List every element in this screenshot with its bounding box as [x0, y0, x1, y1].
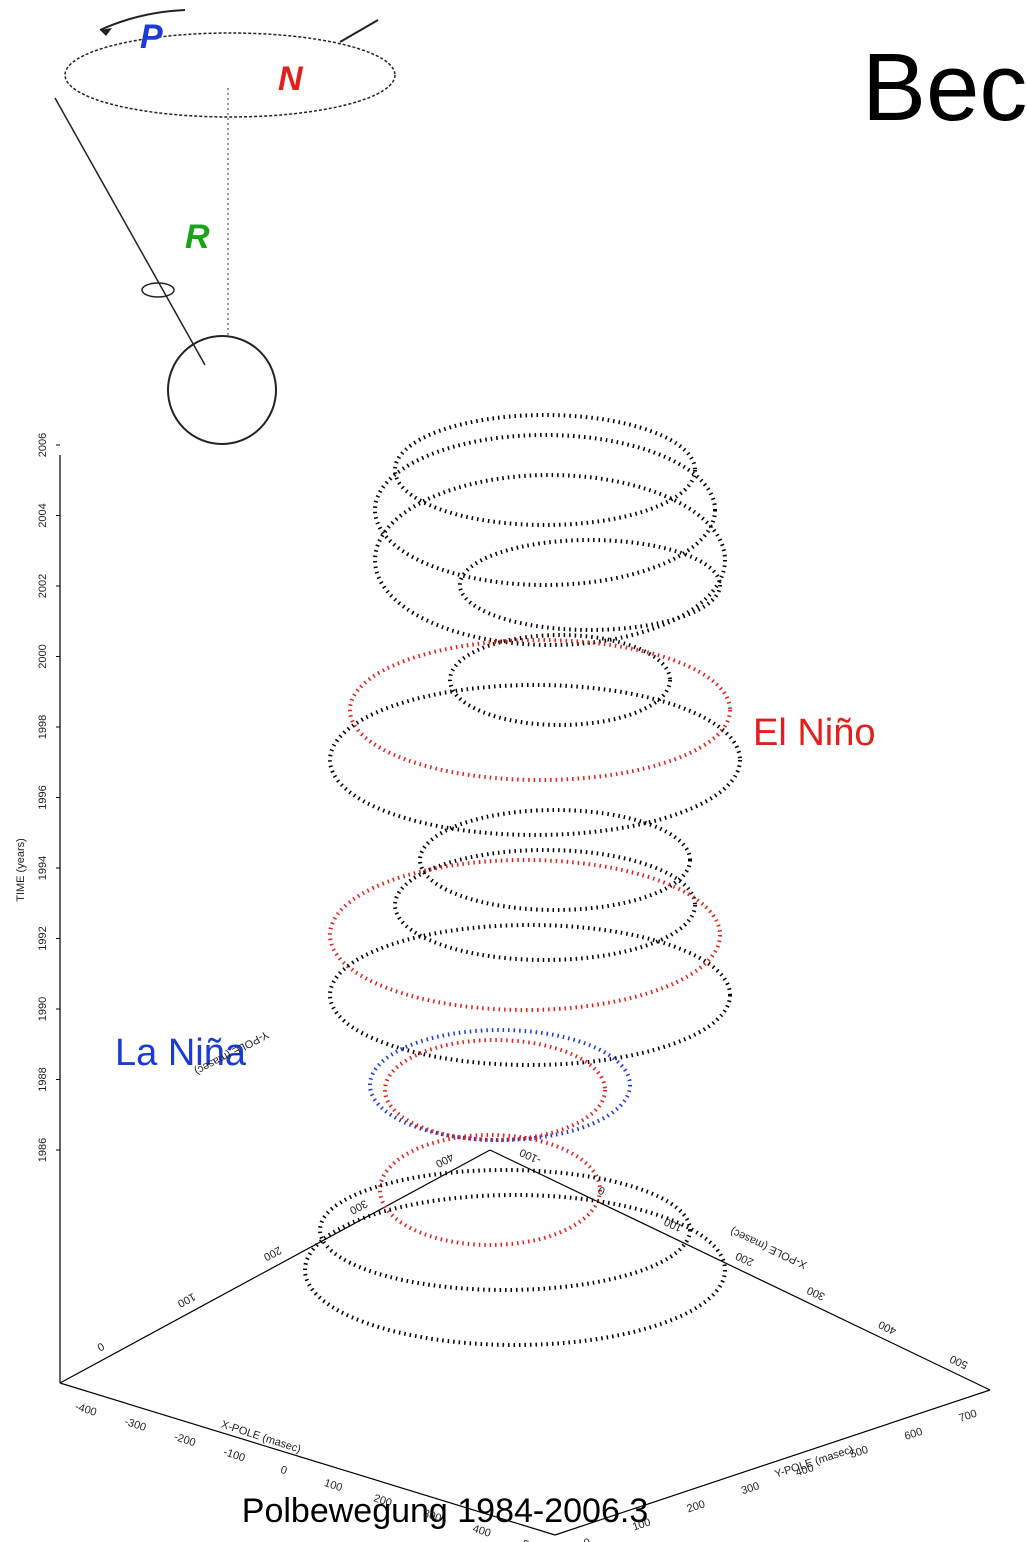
axis-tick-label: 0 — [582, 1536, 592, 1542]
axis-tick-label: -300 — [123, 1416, 148, 1434]
time-tick-label: 2004 — [37, 503, 49, 527]
axis-tick-label: 100 — [662, 1215, 684, 1234]
time-axis-label: TIME (years) — [15, 838, 27, 902]
page: Bec P N R — [0, 0, 1027, 1542]
axis-tick-label: 400 — [433, 1150, 455, 1169]
slide-title: Bec — [862, 34, 1027, 141]
axis-tick-label: 200 — [261, 1244, 283, 1263]
time-tick-label: 2000 — [37, 644, 49, 668]
time-tick-label: 2006 — [37, 433, 49, 457]
axis-tick-label: -100 — [518, 1146, 543, 1166]
axis-tick-label: 300 — [805, 1284, 827, 1303]
time-tick-label: 1990 — [37, 997, 49, 1021]
time-tick-label: 2002 — [37, 574, 49, 598]
plot-frame — [60, 455, 990, 1535]
slide: Bec P N R — [0, 0, 1027, 1542]
time-tick-label: 1986 — [37, 1138, 49, 1162]
label-r: R — [185, 218, 210, 256]
label-n: N — [278, 60, 304, 98]
rotation-sketch: P N R — [55, 10, 395, 444]
label-p: P — [140, 18, 163, 56]
axis-tick-label: 300 — [347, 1197, 369, 1216]
axis-tick-label: 700 — [957, 1408, 978, 1425]
axis-tick-label: 400 — [877, 1318, 899, 1337]
axis-tick-label: 300 — [740, 1480, 761, 1497]
axis-tick-label: 200 — [685, 1498, 706, 1515]
axis-tick-label: 0 — [95, 1340, 106, 1353]
axis-tick-label: 200 — [734, 1249, 756, 1268]
time-tick-label: 1996 — [37, 785, 49, 809]
axis-tick-label: -200 — [172, 1431, 197, 1449]
caption: Polbewegung 1984-2006.3 — [242, 1492, 648, 1530]
axis-tick-label: -400 — [73, 1401, 98, 1419]
axis-tick-label: 0 — [279, 1464, 289, 1477]
axis-tick-label: 500 — [948, 1352, 970, 1371]
time-tick-label: 1998 — [37, 715, 49, 739]
el-nino-label: El Niño — [753, 712, 876, 754]
axis-tick-label: 600 — [903, 1426, 924, 1443]
time-tick-label: 1992 — [37, 926, 49, 950]
time-tick-label: 1988 — [37, 1067, 49, 1091]
polar-motion-spiral — [305, 415, 740, 1345]
axis-tick-label: 100 — [175, 1290, 197, 1309]
time-tick-label: 1994 — [37, 856, 49, 880]
axis-tick-label: 500 — [521, 1538, 542, 1542]
axis-tick-label: -100 — [222, 1446, 247, 1464]
